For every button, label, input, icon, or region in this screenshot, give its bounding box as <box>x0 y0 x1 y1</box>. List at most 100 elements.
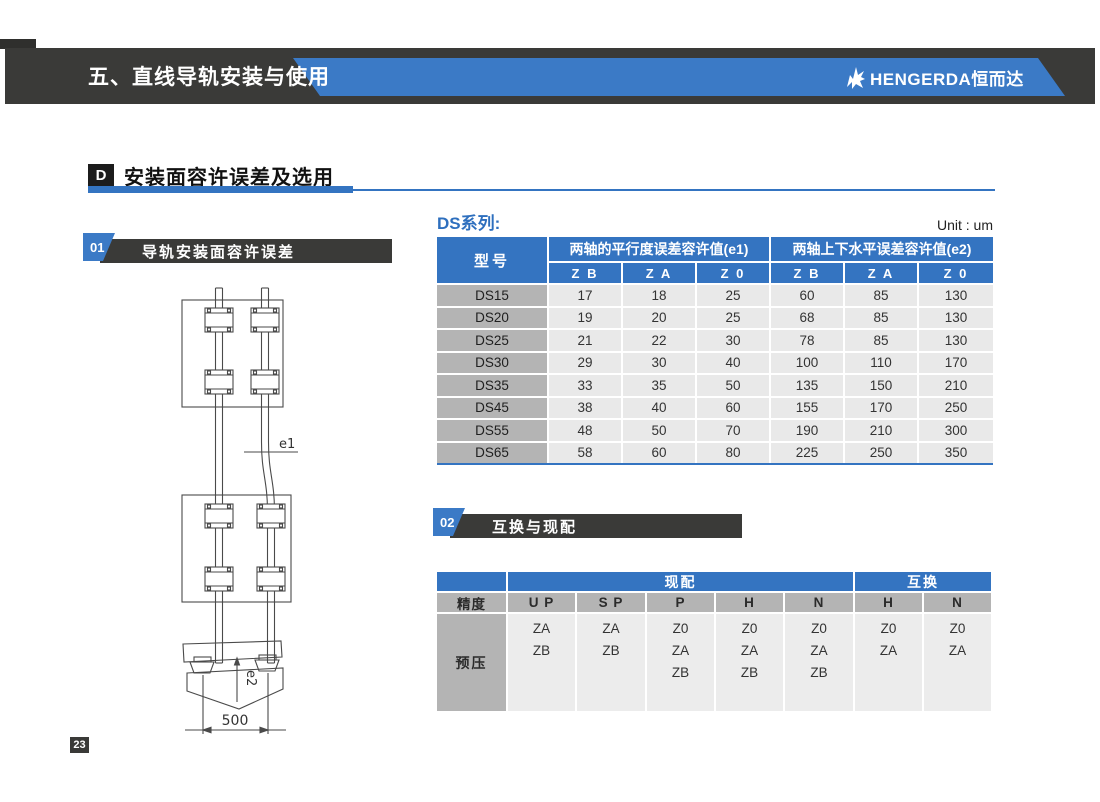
section-underline-thick <box>88 186 353 193</box>
table1-subheader: Z A <box>845 263 917 283</box>
header-accent-shape <box>293 58 1065 96</box>
lower-plate <box>181 494 292 603</box>
grade-header: N <box>785 593 853 612</box>
value-cell: 29 <box>549 352 621 373</box>
value-cell: 110 <box>845 352 917 373</box>
value-cell: 250 <box>919 397 993 418</box>
value-cell: 80 <box>697 442 769 463</box>
label-bar-01: 导轨安装面容许误差 <box>100 239 392 263</box>
value-cell: 50 <box>623 420 695 441</box>
preload-value: ZB <box>740 665 759 680</box>
value-cell: 19 <box>549 307 621 328</box>
value-cell: 78 <box>771 330 843 351</box>
table1-group2-header: 两轴上下水平误差容许值(e2) <box>771 237 993 261</box>
section-underline-thin <box>353 189 995 191</box>
value-cell: 210 <box>845 420 917 441</box>
preload-value: ZA <box>532 621 551 636</box>
preload-values-cell: Z0 ZA ZB <box>647 614 714 711</box>
value-cell: 210 <box>919 375 993 396</box>
table1-bottom-rule <box>437 463 993 465</box>
preload-values-cell: Z0 ZA <box>855 614 922 711</box>
grade-header: H <box>716 593 783 612</box>
grade-header: P <box>647 593 714 612</box>
preload-value: Z0 <box>949 621 966 636</box>
value-cell: 130 <box>919 307 993 328</box>
value-cell: 155 <box>771 397 843 418</box>
value-cell: 25 <box>697 285 769 306</box>
series-caption: DS系列: <box>437 214 501 233</box>
section-title: 安装面容许误差及选用 <box>124 167 334 189</box>
preload-value: ZB <box>810 665 828 680</box>
preload-value: ZB <box>602 643 620 658</box>
upper-plate <box>181 299 284 408</box>
page-header: 五、直线导轨安装与使用 HENGERDA恒而达 <box>5 48 1095 104</box>
e2-dimension-label: e2 <box>243 670 258 686</box>
preload-values-cell: ZA ZB <box>577 614 645 711</box>
model-cell: DS55 <box>437 420 547 441</box>
preload-value: ZA <box>948 643 967 658</box>
blank-corner-cell <box>437 572 506 591</box>
value-cell: 60 <box>771 285 843 306</box>
table1-subheader: Z B <box>549 263 621 283</box>
value-cell: 190 <box>771 420 843 441</box>
value-cell: 60 <box>623 442 695 463</box>
value-cell: 60 <box>697 397 769 418</box>
value-cell: 350 <box>919 442 993 463</box>
span-dimension-label: 500 <box>222 713 249 729</box>
value-cell: 30 <box>623 352 695 373</box>
value-cell: 33 <box>549 375 621 396</box>
unit-caption: Unit : um <box>936 217 993 233</box>
preload-value: ZA <box>671 643 690 658</box>
model-cell: DS65 <box>437 442 547 463</box>
model-cell: DS30 <box>437 352 547 373</box>
value-cell: 170 <box>919 352 993 373</box>
value-cell: 25 <box>697 307 769 328</box>
interchange-table: 现配 互换 精度 U P S P P H N H N 预压 ZA ZB ZA Z… <box>437 572 991 711</box>
label-02-title: 互换与现配 <box>492 518 578 536</box>
preload-value: ZA <box>810 643 828 658</box>
value-cell: 38 <box>549 397 621 418</box>
value-cell: 250 <box>845 442 917 463</box>
table1-subheader: Z 0 <box>919 263 993 283</box>
label-01-title: 导轨安装面容许误差 <box>142 243 296 261</box>
value-cell: 130 <box>919 285 993 306</box>
preload-value: Z0 <box>672 621 689 636</box>
preload-values-cell: Z0 ZA ZB <box>785 614 853 711</box>
preload-value: ZA <box>602 621 620 636</box>
brand-logo-text: HENGERDA恒而达 <box>870 69 1024 89</box>
value-cell: 150 <box>845 375 917 396</box>
value-cell: 40 <box>623 397 695 418</box>
matched-fit-group-header: 现配 <box>508 572 853 591</box>
value-cell: 17 <box>549 285 621 306</box>
value-cell: 85 <box>845 285 917 306</box>
value-cell: 40 <box>697 352 769 373</box>
precision-label-cell: 精度 <box>437 593 506 612</box>
value-cell: 85 <box>845 330 917 351</box>
model-cell: DS20 <box>437 307 547 328</box>
preload-value: ZB <box>532 643 551 658</box>
value-cell: 22 <box>623 330 695 351</box>
value-cell: 50 <box>697 375 769 396</box>
table1-model-header: 型号 <box>437 237 547 283</box>
value-cell: 225 <box>771 442 843 463</box>
interchange-group-header: 互换 <box>855 572 991 591</box>
preload-value: ZB <box>671 665 690 680</box>
model-cell: DS35 <box>437 375 547 396</box>
preload-value: ZA <box>740 643 759 658</box>
installation-tolerance-diagram: e1 e2 500 <box>181 287 298 734</box>
model-cell: DS15 <box>437 285 547 306</box>
grade-header: N <box>924 593 991 612</box>
value-cell: 135 <box>771 375 843 396</box>
brand-logo: HENGERDA恒而达 <box>845 58 1024 96</box>
value-cell: 20 <box>623 307 695 328</box>
value-cell: 58 <box>549 442 621 463</box>
table1-subheader: Z 0 <box>697 263 769 283</box>
value-cell: 21 <box>549 330 621 351</box>
value-cell: 130 <box>919 330 993 351</box>
page-header-title: 五、直线导轨安装与使用 <box>88 66 330 89</box>
grade-header: S P <box>577 593 645 612</box>
section-letter-badge: D <box>88 164 114 187</box>
ds-tolerance-table: 型号 两轴的平行度误差容许值(e1) 两轴上下水平误差容许值(e2) Z B Z… <box>437 237 993 463</box>
page-number-badge: 23 <box>70 737 89 753</box>
preload-label-cell: 预压 <box>437 614 506 711</box>
